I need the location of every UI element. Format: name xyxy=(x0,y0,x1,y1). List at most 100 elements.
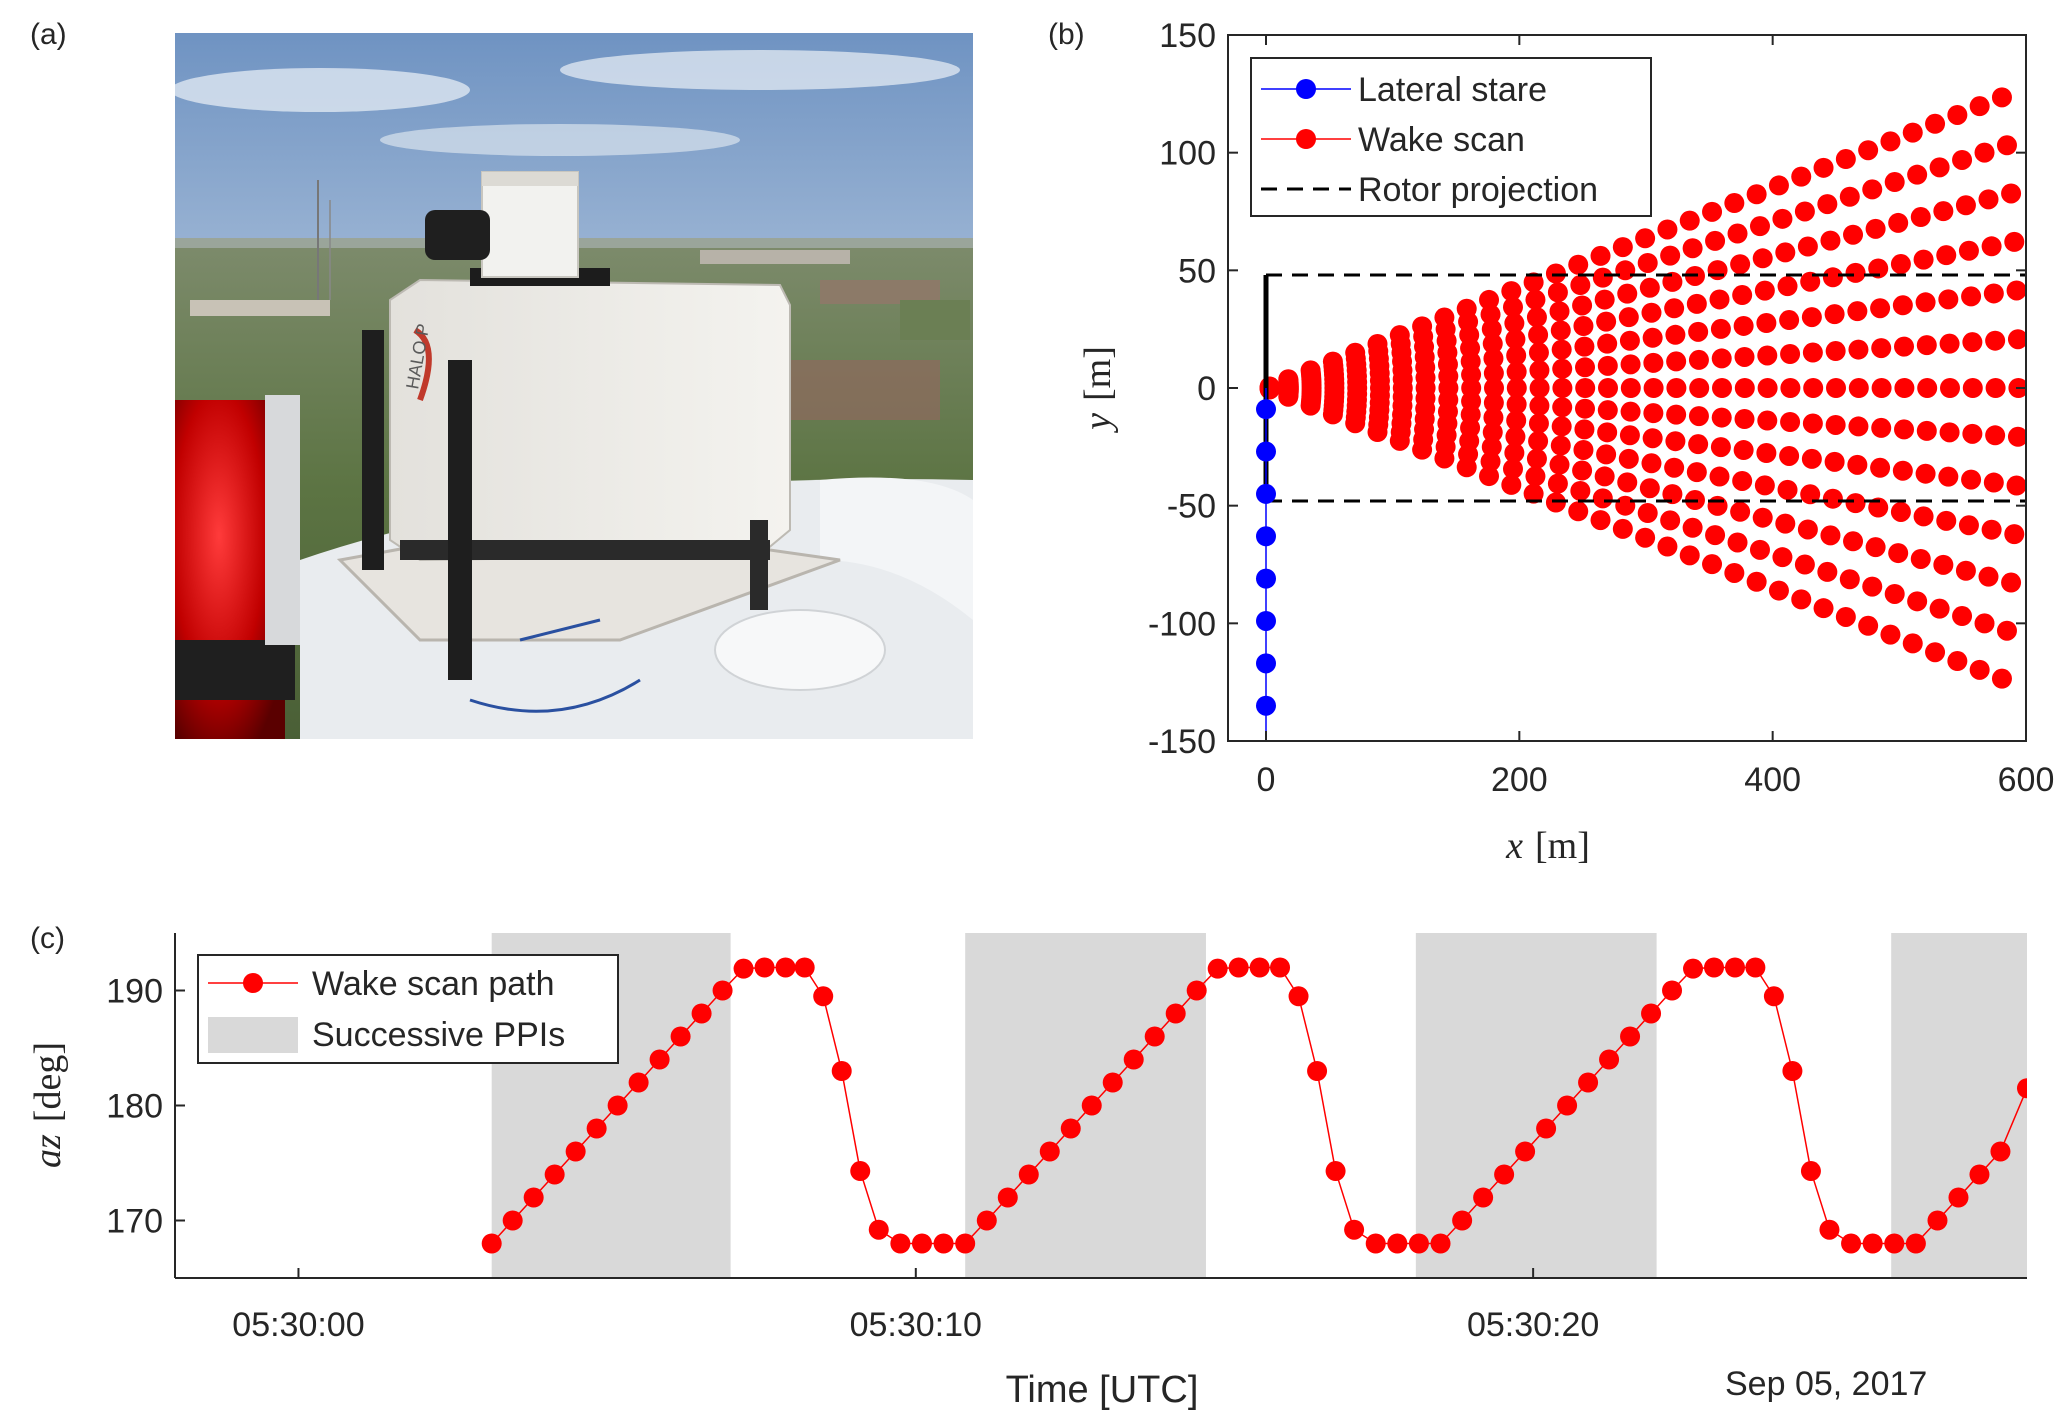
panel-c-legend: Wake scan path Successive PPIs xyxy=(197,954,619,1064)
successive-ppi-band xyxy=(1891,933,2027,1278)
wake-scan-point xyxy=(1961,286,1982,307)
wake-scan-point xyxy=(1884,583,1905,604)
wake-scan-point xyxy=(1570,480,1591,501)
wake-scan-point xyxy=(1551,339,1572,360)
panel-c-y-tick-label: 180 xyxy=(106,1088,163,1126)
wake-scan-path-point xyxy=(1344,1219,1365,1240)
wake-scan-point xyxy=(1845,262,1866,283)
wake-scan-point xyxy=(1969,96,1990,117)
wake-scan-point xyxy=(1664,298,1685,319)
wake-scan-point xyxy=(1916,420,1937,441)
wake-scan-point xyxy=(1813,598,1834,619)
wake-scan-point xyxy=(2006,280,2026,301)
wake-scan-point xyxy=(1754,280,1775,301)
wake-scan-point xyxy=(1991,668,2012,689)
wake-scan-point xyxy=(1724,193,1745,214)
panel-b-x-tick-label: 600 xyxy=(1998,761,2055,799)
wake-scan-path-point xyxy=(2017,1078,2027,1099)
panel-b-x-unit: [m] xyxy=(1535,825,1590,867)
panel-b-legend: Lateral stare Wake scan Rotor projection xyxy=(1250,57,1652,217)
wake-scan-point xyxy=(1775,242,1796,263)
wake-scan-point xyxy=(1505,329,1526,350)
wake-scan-point xyxy=(1259,376,1280,397)
panel-label-a: (a) xyxy=(30,18,67,51)
wake-scan-point xyxy=(2004,524,2025,545)
wake-scan-point xyxy=(1780,412,1801,433)
wake-scan-point xyxy=(2007,426,2026,447)
wake-scan-point xyxy=(1969,659,1990,680)
wake-scan-path-point xyxy=(1102,1072,1123,1093)
wake-scan-point xyxy=(1596,311,1617,332)
wake-scan-point xyxy=(1526,448,1547,469)
wake-scan-point xyxy=(1892,295,1913,316)
wake-scan-point xyxy=(1955,560,1976,581)
panel-b-y-tick-label: 150 xyxy=(1159,17,1216,55)
wake-scan-point xyxy=(1412,316,1433,337)
wake-scan-point xyxy=(1775,513,1796,534)
wake-scan-point xyxy=(1910,207,1931,228)
wake-scan-point xyxy=(1940,378,1960,398)
wake-scan-point xyxy=(1568,254,1589,275)
wake-scan-path-point xyxy=(775,957,796,978)
wake-scan-point xyxy=(1962,378,1983,398)
panel-c-x-tick-label: 05:30:20 xyxy=(1467,1306,1599,1344)
wake-scan-point xyxy=(1482,333,1503,354)
panel-c-ticks: 05:30:00 05:30:10 05:30:20 170 180 190 xyxy=(106,973,1599,1345)
wake-scan-point xyxy=(1456,298,1477,319)
wake-scan-point xyxy=(1643,352,1664,373)
wake-scan-point xyxy=(1884,172,1905,193)
wake-scan-path-point xyxy=(1927,1210,1948,1231)
wake-scan-point xyxy=(1592,488,1613,509)
wake-scan-point xyxy=(1620,378,1641,398)
wake-scan-path-point xyxy=(831,1061,852,1081)
wake-scan-path-point xyxy=(712,980,733,1001)
wake-scan-path-point xyxy=(794,957,815,978)
wake-scan-path-point xyxy=(1081,1095,1102,1116)
wake-scan-point xyxy=(1575,378,1596,398)
wake-scan-point xyxy=(1619,330,1640,351)
wake-scan-point xyxy=(1871,378,1892,398)
wake-scan-point xyxy=(2004,231,2025,252)
wake-scan-point xyxy=(1958,240,1979,261)
wake-scan-point xyxy=(1981,236,2002,257)
wake-scan-path-point xyxy=(754,957,775,978)
wake-scan-point xyxy=(1506,361,1527,382)
wake-scan-point xyxy=(1890,501,1911,522)
wake-scan-point xyxy=(1779,445,1800,466)
wake-scan-point xyxy=(1848,416,1869,437)
wake-scan-point xyxy=(1910,548,1931,569)
wake-scan-point xyxy=(1479,466,1500,487)
wake-scan-point xyxy=(1835,606,1856,627)
panel-b-x-tick-label: 200 xyxy=(1491,761,1548,799)
wake-scan-path-point xyxy=(1207,958,1228,979)
wake-scan-point xyxy=(1523,483,1544,504)
panel-c-chart: 05:30:00 05:30:10 05:30:20 170 180 190 Time [… xyxy=(27,933,2027,1411)
wake-scan-point xyxy=(1894,336,1915,357)
wake-scan-point xyxy=(1551,416,1572,437)
wake-scan-point xyxy=(1780,343,1801,364)
wake-scan-path-point xyxy=(1704,957,1725,978)
wake-scan-point xyxy=(1506,378,1527,398)
wake-scan-point xyxy=(1300,360,1321,381)
wake-scan-point xyxy=(1592,267,1613,288)
wake-scan-point xyxy=(1643,403,1664,424)
wake-scan-point xyxy=(1839,186,1860,207)
wake-scan-point xyxy=(1707,495,1728,516)
wake-scan-point xyxy=(1642,428,1663,449)
wake-scan-path-point xyxy=(691,1003,712,1024)
wake-scan-path-point xyxy=(502,1210,523,1231)
wake-scan-point xyxy=(1547,282,1568,303)
wake-scan-point xyxy=(1479,289,1500,310)
wake-scan-point xyxy=(1820,525,1841,546)
wake-scan-path-point xyxy=(1578,1072,1599,1093)
wake-scan-path-point xyxy=(1365,1233,1386,1254)
panel-c-y-var: az xyxy=(27,1134,69,1168)
wake-scan-point xyxy=(1679,545,1700,566)
wake-scan-point xyxy=(1848,339,1869,360)
wake-scan-point xyxy=(1662,484,1683,505)
wake-scan-path-point xyxy=(1683,958,1704,979)
lateral-stare-point xyxy=(1256,695,1276,716)
wake-scan-path-point xyxy=(1884,1233,1905,1254)
wake-scan-point xyxy=(1434,307,1455,328)
wake-scan-path-point xyxy=(1819,1219,1840,1240)
